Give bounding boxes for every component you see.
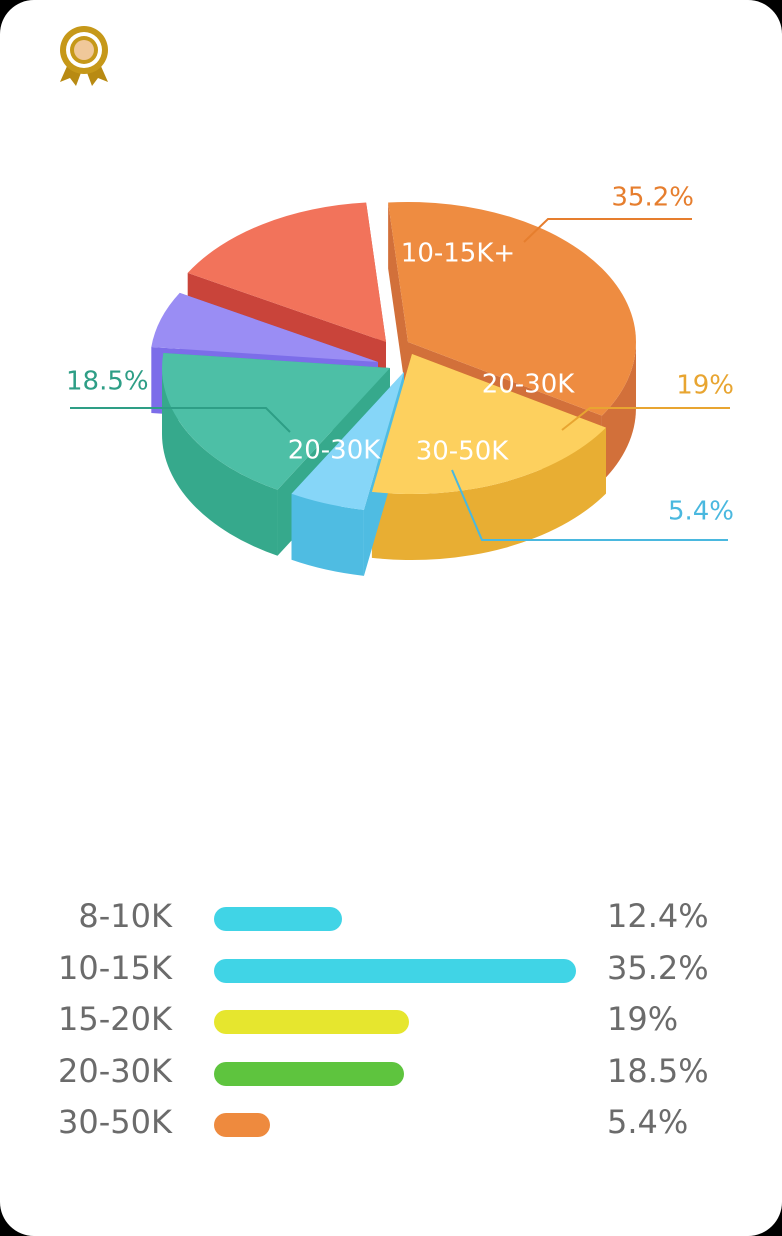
bar-value-label: 35.2%: [607, 948, 709, 987]
bar-category-label: 8-10K: [78, 897, 172, 935]
pie-percent-label-lightblue: 5.4%: [668, 497, 734, 527]
bar-track: [214, 1061, 576, 1086]
bar-category-label: 20-30K: [58, 1051, 172, 1090]
pie-slice-label-yellow: 20-30K: [482, 370, 576, 400]
pie-slice-red: [187, 202, 386, 342]
bar-track: [214, 958, 576, 983]
bar-10-15K: [214, 958, 576, 983]
award-ribbon-icon: [60, 26, 108, 86]
bar-track: [214, 1010, 576, 1034]
pie-percent-label-yellow: 19%: [676, 371, 734, 401]
bar-value-label: 5.4%: [607, 1103, 689, 1141]
bar-value-label: 19%: [607, 1000, 679, 1038]
pie-slice-wall-orange: [388, 202, 408, 408]
pie-chart: 10-15K+ 20-30K 30-50K 20-30K 35.2% 19% 5.4% 18.…: [66, 183, 734, 576]
pie-slice-label-orange: 10-15K+: [401, 239, 515, 269]
bar-30-50K: [214, 1113, 270, 1137]
bar-row: 30-50K 5.4%: [0, 1096, 782, 1148]
pie-leader-line-green: [70, 407, 291, 433]
bar-value-label: 18.5%: [607, 1051, 709, 1090]
pie-slice-side-yellow: [371, 427, 606, 560]
bar-8-10K: [214, 907, 342, 931]
pie-leader-line-orange: [523, 218, 692, 243]
bar-row: 8-10K 12.4%: [0, 890, 782, 942]
pie-slice-purple: [151, 292, 378, 362]
pie-slice-green: [161, 352, 390, 490]
bar-row: 15-20K 19%: [0, 993, 782, 1045]
pie-slice-yellow: [371, 354, 606, 494]
pie-leader-line-yellow: [561, 407, 730, 431]
pie-slice-side-lightblue: [291, 493, 364, 576]
bar-row: 20-30K 18.5%: [0, 1045, 782, 1097]
bar-track: [214, 907, 576, 931]
bar-category-label: 15-20K: [58, 1000, 172, 1038]
pie-percent-label-green: 18.5%: [66, 367, 149, 397]
pie-leader-line-lightblue: [451, 469, 728, 541]
bar-value-label: 12.4%: [607, 897, 709, 935]
pie-slice-orange: [388, 201, 637, 416]
pie-slice-label-lightblue: 30-50K: [416, 437, 510, 467]
pie-percent-label-orange: 35.2%: [611, 183, 694, 213]
pie-slice-side-orange: [601, 342, 636, 482]
bar-row: 10-15K 35.2%: [0, 942, 782, 994]
bar-category-label: 10-15K: [58, 948, 172, 987]
bar-15-20K: [214, 1010, 410, 1034]
bar-category-label: 30-50K: [58, 1103, 172, 1141]
pie-slice-label-green: 20-30K: [288, 436, 382, 466]
bar-track: [214, 1113, 576, 1137]
pie-slice-side-green: [162, 368, 278, 556]
bar-20-30K: [214, 1061, 405, 1086]
pie-slice-lightblue: [291, 372, 404, 510]
